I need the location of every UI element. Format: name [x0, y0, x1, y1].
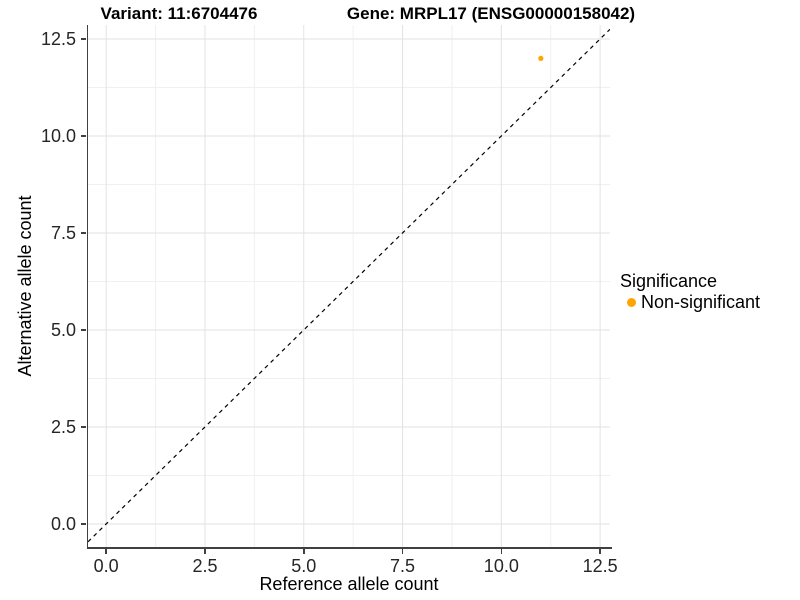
- x-tick-label: 12.5: [582, 556, 618, 576]
- y-tick-mark: [81, 523, 86, 525]
- y-tick-label: 7.5: [50, 222, 76, 243]
- x-axis-line: [86, 547, 612, 549]
- legend-item-label: Non-significant: [641, 292, 761, 312]
- legend-item-non-significant: Non-significant: [620, 292, 798, 312]
- x-tick-mark: [500, 548, 503, 554]
- y-tick-label: 12.5: [40, 28, 76, 49]
- y-tick-mark: [81, 38, 86, 40]
- identity-reference-line: [88, 28, 610, 543]
- x-tick-label: 0.0: [93, 556, 119, 576]
- x-tick-mark: [599, 548, 601, 554]
- legend-title: Significance: [620, 271, 718, 291]
- x-tick-mark: [303, 548, 305, 554]
- x-axis-title: Reference allele count: [259, 574, 439, 594]
- x-tick-label: 7.5: [390, 556, 416, 576]
- y-tick-mark: [81, 232, 86, 234]
- y-tick-label: 5.0: [50, 319, 76, 340]
- plot-canvas: [88, 25, 610, 548]
- variant-title: Variant: 11:6704476: [100, 4, 258, 23]
- x-tick-label: 10.0: [483, 556, 519, 576]
- y-tick-label: 10.0: [40, 125, 76, 146]
- legend: Significance Non-significant: [620, 271, 798, 312]
- y-tick-mark: [81, 426, 86, 428]
- x-tick-label: 2.5: [192, 556, 218, 576]
- y-tick-mark: [81, 135, 86, 137]
- y-tick-mark: [81, 329, 86, 331]
- x-tick-mark: [401, 548, 404, 554]
- y-tick-label: 2.5: [50, 416, 76, 437]
- legend-key-dot: [627, 297, 636, 307]
- x-tick-label: 5.0: [291, 556, 317, 576]
- y-tick-label: 0.0: [50, 513, 76, 534]
- x-tick-mark: [204, 548, 206, 554]
- plot-panel: [88, 25, 610, 548]
- data-point: [538, 55, 544, 61]
- x-tick-mark: [105, 548, 107, 554]
- gene-title: Gene: MRPL17 (ENSG00000158042): [346, 4, 636, 23]
- y-axis-line: [86, 25, 88, 549]
